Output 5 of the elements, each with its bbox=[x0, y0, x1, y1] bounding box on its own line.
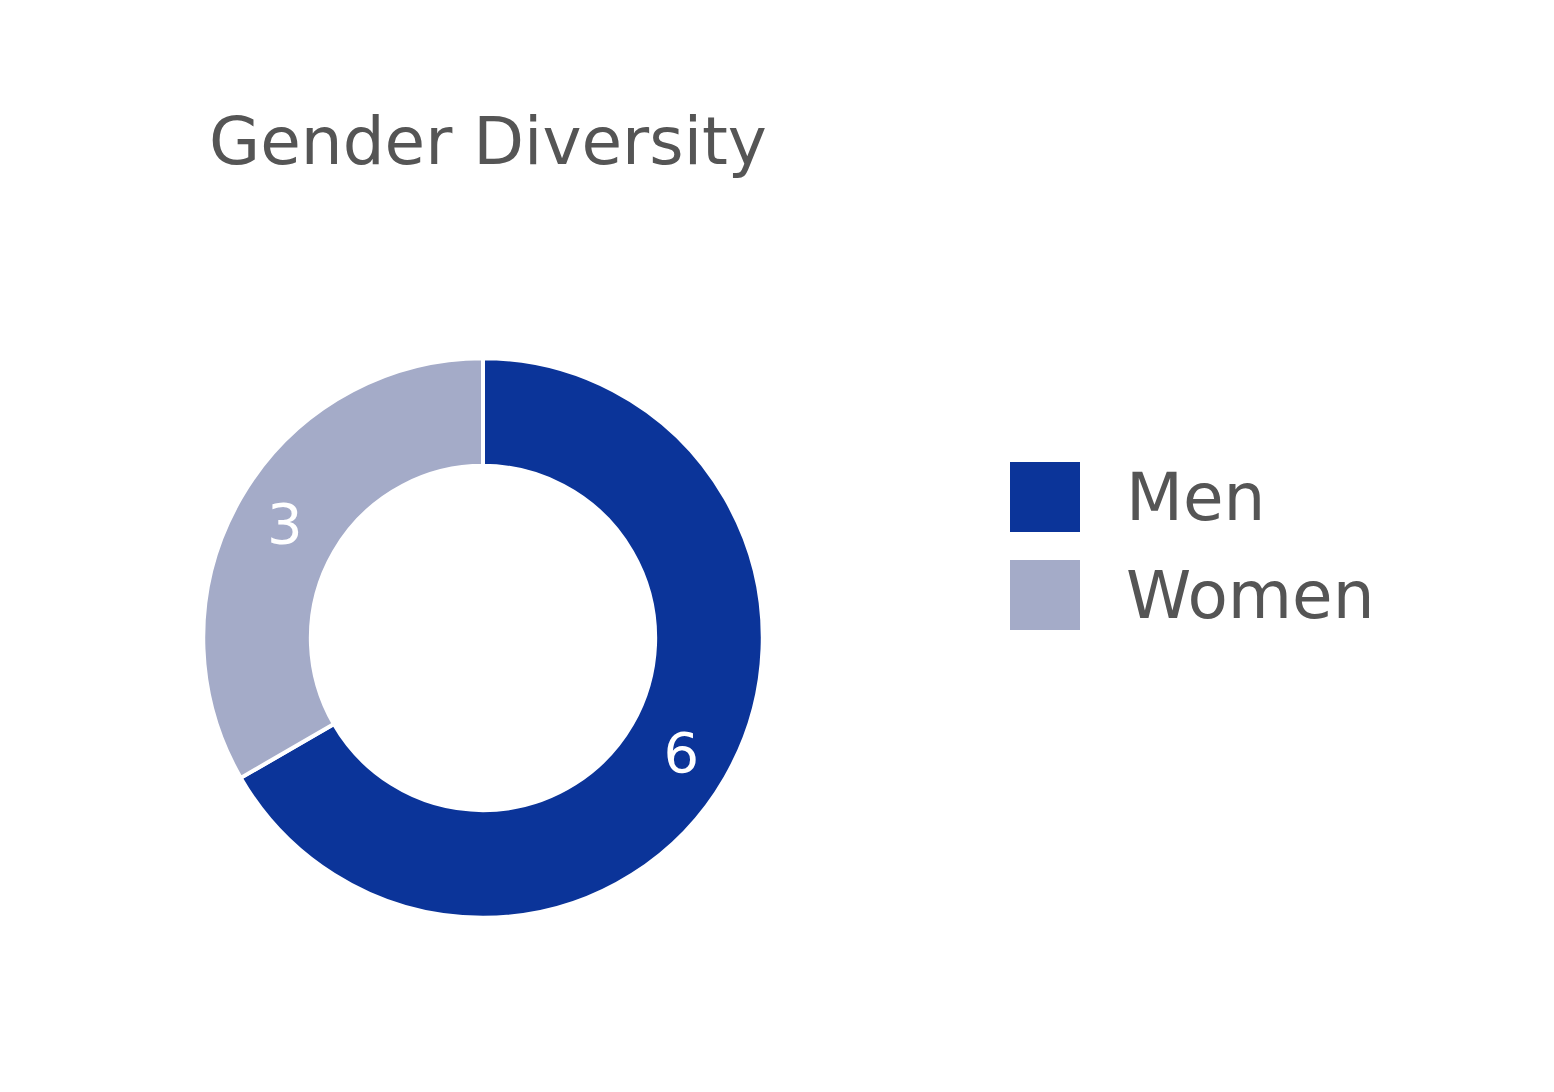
data-label: 6 bbox=[663, 719, 700, 785]
legend-label: Women bbox=[1126, 556, 1375, 634]
chart-title: Gender Diversity bbox=[209, 102, 767, 180]
data-label: 3 bbox=[266, 491, 303, 557]
legend-label: Men bbox=[1126, 458, 1266, 536]
